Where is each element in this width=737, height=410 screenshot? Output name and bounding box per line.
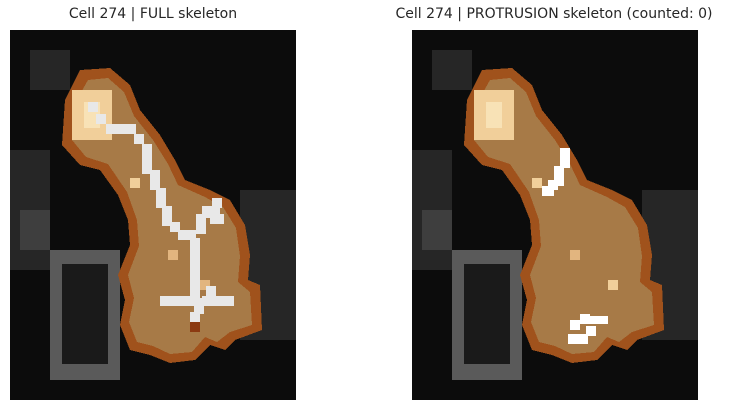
full-skeleton-image bbox=[10, 50, 296, 380]
full-skeleton-lines bbox=[88, 102, 234, 322]
cell-segmentation bbox=[464, 68, 664, 363]
full-skeleton-image-panel bbox=[10, 30, 296, 400]
gray-ring-structure bbox=[20, 210, 120, 380]
gray-ring-structure bbox=[422, 210, 522, 380]
protrusion-skeleton-image-panel bbox=[412, 30, 698, 400]
panel-title-protrusion-skeleton: Cell 274 | PROTRUSION skeleton (counted:… bbox=[395, 6, 713, 22]
protrusion-skeleton-lines bbox=[542, 148, 608, 344]
branch-point-marker bbox=[190, 322, 200, 332]
panel-title-full-skeleton: Cell 274 | FULL skeleton bbox=[68, 6, 238, 22]
protrusion-skeleton-image bbox=[412, 50, 698, 380]
